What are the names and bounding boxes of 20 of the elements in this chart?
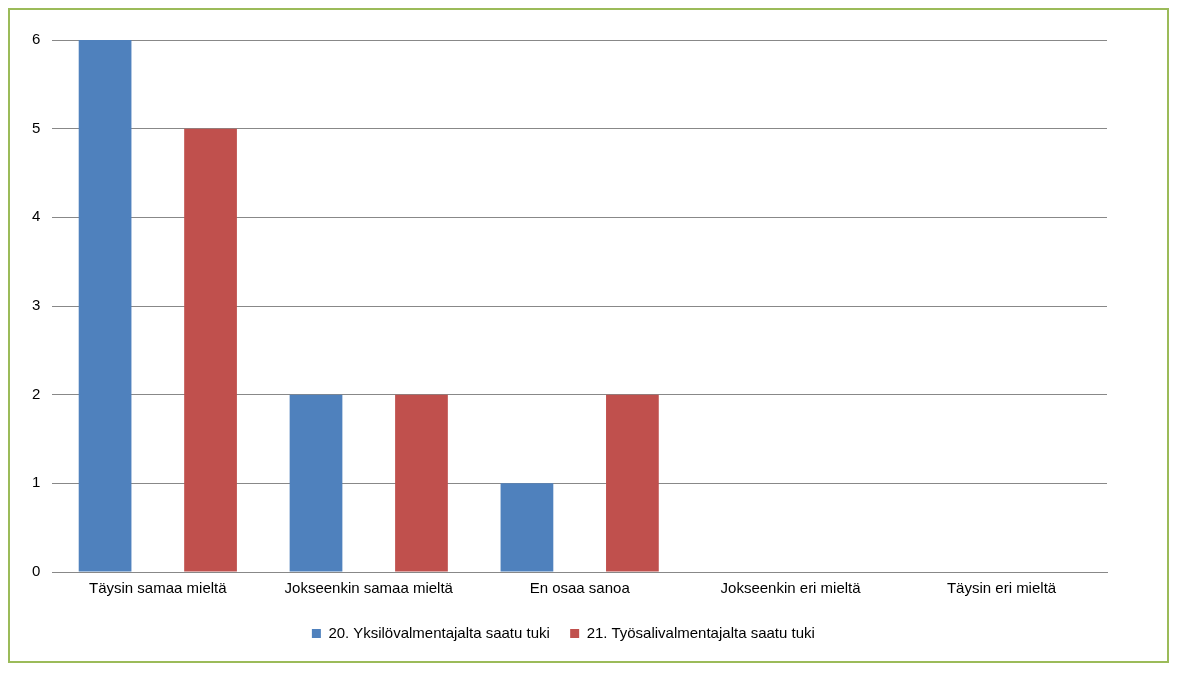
y-tick-label: 3: [32, 296, 41, 314]
y-tick-label: 6: [32, 30, 41, 48]
x-tick-label: Täysin samaa mieltä: [89, 579, 228, 597]
y-tick-label: 2: [32, 384, 41, 402]
bar: [78, 40, 132, 572]
y-tick-label: 5: [32, 118, 41, 136]
bar: [289, 394, 343, 572]
bar: [500, 483, 554, 572]
x-tick-label: Täysin eri mieltä: [946, 579, 1057, 597]
x-tick-label: Jokseenkin eri mieltä: [720, 579, 862, 597]
x-tick-label: En osaa sanoa: [529, 579, 631, 597]
y-tick-label: 4: [32, 207, 41, 225]
y-tick-label: 1: [32, 473, 41, 491]
bar: [184, 128, 237, 572]
bar: [606, 394, 659, 572]
legend-label: 20. Yksilövalmentajalta saatu tuki: [328, 623, 550, 641]
legend-label: 21. Työsalivalmentajalta saatu tuki: [586, 623, 815, 641]
x-tick-label: Jokseenkin samaa mieltä: [284, 579, 454, 597]
y-tick-label: 0: [32, 562, 41, 580]
bar: [395, 394, 448, 572]
